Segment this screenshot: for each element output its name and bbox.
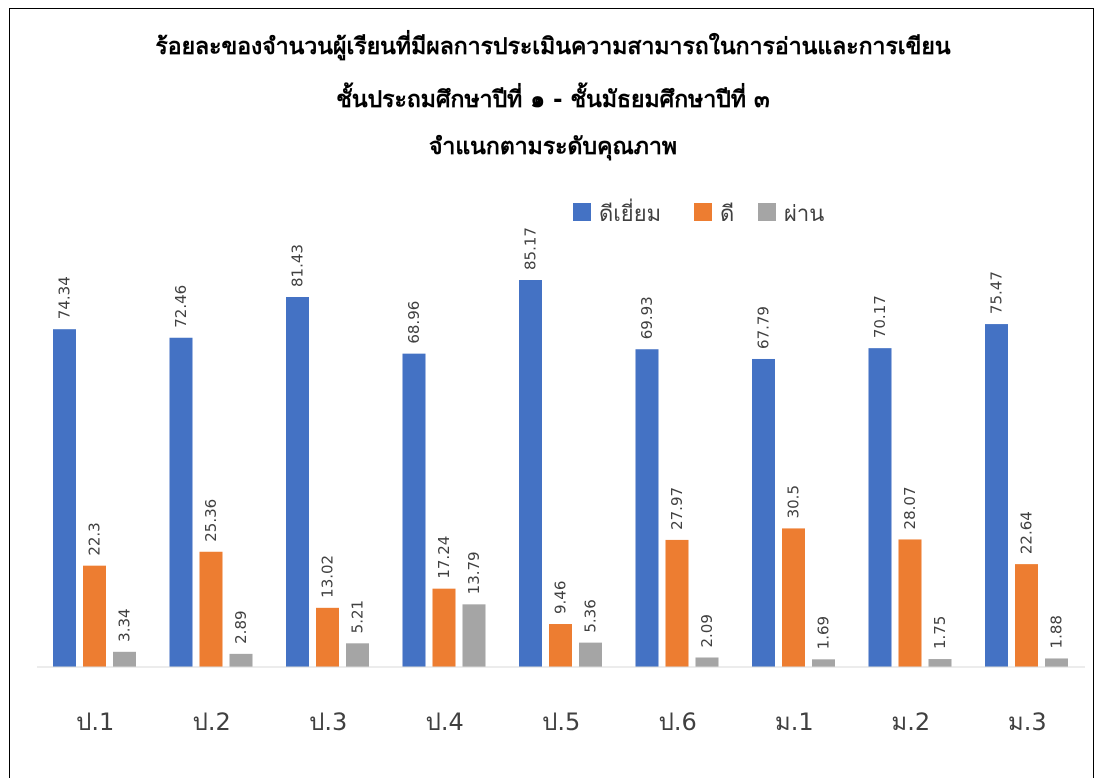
bar: [113, 651, 136, 667]
chart-title-line-2: ชั้นประถมศึกษาปีที่ ๑ - ชั้นมัธยมศึกษาปี…: [336, 82, 770, 113]
category-labels-group: ป.1 ป.2 ป.3 ป.4 ป.5 ป.6 ม.1 ม.2 ม.3: [76, 708, 1046, 736]
bar: [928, 659, 952, 667]
legend-swatch: [758, 203, 776, 221]
bar: [752, 358, 775, 667]
bar-value-label: 5.36: [582, 599, 600, 632]
bar-value-label: 22.3: [86, 522, 104, 555]
bar: [579, 642, 602, 667]
category-label: ป.2: [193, 708, 231, 736]
bar-value-label: 74.34: [56, 276, 74, 319]
bar-value-label: 22.64: [1018, 511, 1036, 554]
bar: [635, 349, 659, 667]
bar: [1015, 564, 1038, 667]
chart-title: ร้อยละของจำนวนผู้เรียนที่มีผลการประเมินค…: [155, 29, 950, 161]
legend-label: ผ่าน: [784, 202, 824, 227]
legend-label: ดีเยี่ยม: [599, 198, 661, 227]
value-labels-group: 74.34 22.3 3.34 72.46 25.36 2.89 81.43 13.02 5.2…: [56, 227, 1066, 649]
bar: [169, 337, 193, 667]
bar-value-label: 9.46: [552, 581, 570, 614]
bar-value-label: 17.24: [435, 536, 453, 579]
bar: [286, 296, 309, 667]
bar: [1045, 658, 1068, 667]
bar-value-label: 3.34: [116, 608, 134, 641]
category-label: ป.5: [542, 708, 580, 736]
bar: [665, 539, 689, 667]
bar-value-label: 5.21: [349, 600, 367, 633]
bar-value-label: 1.69: [815, 616, 833, 649]
bar: [432, 588, 456, 667]
category-label: ป.6: [659, 708, 697, 736]
bar-value-label: 68.96: [405, 301, 423, 344]
bar-value-label: 2.09: [698, 614, 716, 647]
bar: [782, 528, 805, 667]
bar-value-label: 75.47: [988, 271, 1006, 314]
bar-value-label: 28.07: [901, 487, 919, 530]
chart-title-line-3: จำแนกตามระดับคุณภาพ: [429, 134, 677, 161]
legend-label: ดี: [720, 202, 734, 227]
bar: [83, 565, 106, 667]
legend-swatch: [573, 203, 591, 221]
bar: [898, 539, 922, 667]
bar-value-label: 25.36: [202, 499, 220, 542]
bar-value-label: 69.93: [638, 296, 656, 339]
bar-value-label: 13.79: [465, 551, 483, 594]
bar: [549, 624, 572, 667]
chart-frame: [9, 8, 1094, 778]
bar: [229, 653, 253, 667]
bar-value-label: 2.89: [232, 610, 250, 643]
legend-swatch: [694, 203, 712, 221]
category-label: ม.1: [775, 708, 814, 736]
bar-value-label: 30.5: [785, 485, 803, 518]
bar: [985, 324, 1008, 667]
category-label: ป.3: [309, 708, 347, 736]
bar-value-label: 1.75: [931, 616, 949, 649]
bar: [199, 551, 223, 667]
bar: [316, 607, 339, 667]
bar-value-label: 27.97: [668, 487, 686, 530]
bar: [346, 643, 369, 667]
bar-value-label: 72.46: [172, 285, 190, 328]
bar: [462, 604, 486, 667]
chart-legend: ดีเยี่ยม ดี ผ่าน: [573, 198, 824, 227]
bar: [695, 657, 719, 667]
bar-value-label: 81.43: [289, 244, 307, 287]
chart-title-line-1: ร้อยละของจำนวนผู้เรียนที่มีผลการประเมินค…: [155, 29, 950, 61]
bar: [868, 348, 892, 667]
bar-value-label: 67.79: [755, 306, 773, 349]
bar-value-label: 70.17: [871, 295, 889, 338]
bar-value-label: 1.88: [1048, 615, 1066, 648]
bars-group: [53, 280, 1068, 667]
category-label: ป.4: [426, 708, 464, 736]
bar-value-label: 13.02: [319, 555, 337, 598]
bar: [519, 280, 542, 667]
bar: [402, 353, 426, 667]
category-label: ม.3: [1008, 708, 1047, 736]
bar: [812, 659, 835, 667]
bar: [53, 329, 76, 667]
bar-value-label: 85.17: [522, 227, 540, 270]
category-label: ป.1: [76, 708, 114, 736]
category-label: ม.2: [891, 708, 930, 736]
